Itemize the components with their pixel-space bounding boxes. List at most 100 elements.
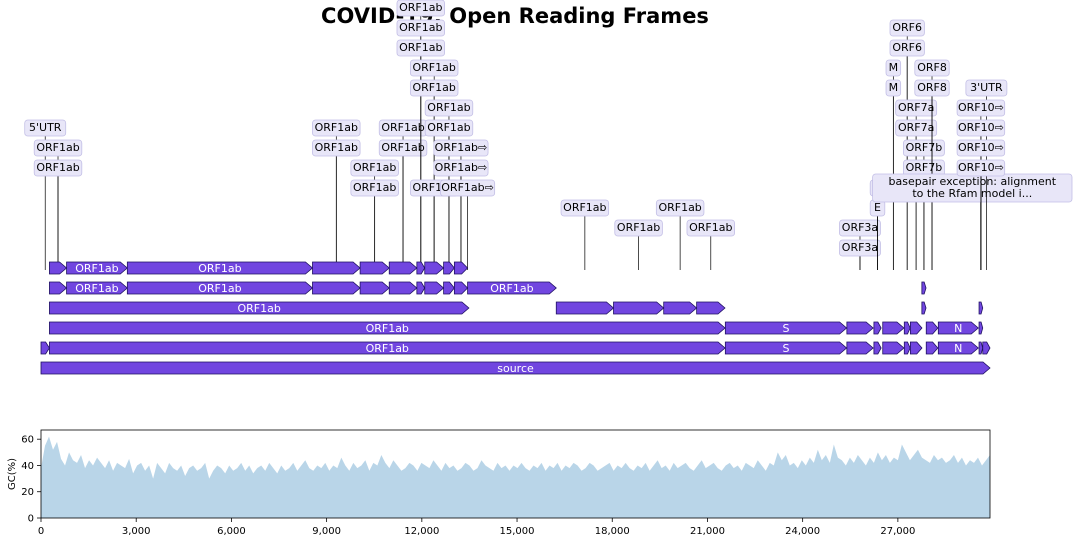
x-tick-label: 3,000 xyxy=(122,526,151,537)
feature-label: ORF1ab xyxy=(198,262,241,275)
feature-annotation: ORF10⇨ xyxy=(956,159,1006,177)
x-tick-label: 15,000 xyxy=(500,526,535,537)
feature-arrow xyxy=(424,281,445,295)
feature-annotation: ORF3a xyxy=(839,239,881,257)
feature-annotation: ORF1ab xyxy=(424,99,474,117)
figure-title: COVID-19: Open Reading Frames xyxy=(321,4,709,28)
feature-annotation: ORF1ab xyxy=(655,199,705,217)
feature-label: ORF1ab xyxy=(237,302,280,315)
feature-arrow xyxy=(126,281,314,295)
feature-annotation: ORF8 xyxy=(914,79,950,97)
annotation-text: ORF1ab xyxy=(381,141,424,154)
feature-label: ORF1ab xyxy=(490,282,533,295)
feature-annotation: ORF10⇨ xyxy=(956,99,1006,117)
feature-arrow xyxy=(40,361,991,375)
annotation-box xyxy=(409,79,459,97)
y-tick-label: 0 xyxy=(28,514,34,525)
annotation-box xyxy=(903,139,945,157)
feature-arrow xyxy=(925,321,939,335)
feature-annotation: ORF1ab xyxy=(350,159,399,177)
feature-arrow xyxy=(416,261,426,275)
annotation-text: ORF1ab xyxy=(427,101,470,114)
x-tick-label: 0 xyxy=(38,526,44,537)
annotation-text: ORF1ab xyxy=(353,181,396,194)
annotation-text: ORF1ab xyxy=(381,121,424,134)
feature-annotation: 5'UTR xyxy=(24,119,67,137)
feature-arrow xyxy=(613,301,665,315)
annotation-box xyxy=(655,199,705,217)
annotation-box xyxy=(889,19,925,37)
feature-arrow xyxy=(126,261,314,275)
feature-arrow xyxy=(312,281,361,295)
x-tick-label: 21,000 xyxy=(690,526,725,537)
feature-annotation: ORF1ab xyxy=(33,139,83,157)
annotation-box xyxy=(965,79,1008,97)
annotation-text: ORF1ab⇨ xyxy=(435,161,488,174)
feature-arrow xyxy=(49,301,470,315)
feature-label: ORF1ab xyxy=(198,282,241,295)
annotation-text: ORF10⇨ xyxy=(958,101,1004,114)
feature-arrow xyxy=(49,281,68,295)
annotation-box xyxy=(433,159,489,177)
feature-label: ORF1ab xyxy=(366,342,409,355)
annotation-text: ORF1ab xyxy=(617,221,660,234)
feature-annotation: ORF1ab xyxy=(396,39,445,57)
annotation-text: ORF8 xyxy=(917,81,947,94)
feature-arrow xyxy=(909,321,923,335)
annotation-box xyxy=(839,239,881,257)
feature-annotation: ORF1ab xyxy=(409,79,459,97)
x-tick-label: 6,000 xyxy=(217,526,246,537)
annotation-box xyxy=(895,119,938,137)
feature-arrow xyxy=(453,261,469,275)
feature-arrow xyxy=(443,281,455,295)
annotation-text: ORF8 xyxy=(917,61,947,74)
feature-annotation: ORF7a xyxy=(895,99,938,117)
feature-arrow xyxy=(66,281,128,295)
feature-arrow xyxy=(416,281,426,295)
annotation-box xyxy=(350,179,399,197)
annotation-box xyxy=(396,19,445,37)
annotation-box xyxy=(956,139,1006,157)
annotation-box xyxy=(424,99,474,117)
feature-arrow xyxy=(978,301,984,315)
annotation-box xyxy=(889,39,925,57)
annotation-text: ORF7a xyxy=(898,101,934,114)
annotation-box xyxy=(956,159,1006,177)
feature-arrow xyxy=(903,321,911,335)
annotation-text: ORF7a xyxy=(898,121,934,134)
feature-arrow xyxy=(555,301,615,315)
annotation-box xyxy=(839,219,881,237)
annotation-box xyxy=(350,159,399,177)
annotation-text: E xyxy=(874,201,881,214)
feature-arrow xyxy=(49,321,726,335)
annotation-box xyxy=(956,99,1006,117)
feature-annotation: ORF1ab xyxy=(378,139,428,157)
annotation-text: ORF1ab xyxy=(399,41,442,54)
feature-label: S xyxy=(782,342,789,355)
feature-annotation: ORF1ab xyxy=(378,119,428,137)
feature-label: ORF1ab xyxy=(366,322,409,335)
x-tick-label: 27,000 xyxy=(880,526,915,537)
feature-annotation: ORF1ab xyxy=(409,59,459,77)
feature-arrow xyxy=(312,261,361,275)
feature-annotation: M xyxy=(885,59,902,77)
feature-annotation: ORF1ab xyxy=(312,119,361,137)
feature-arrow xyxy=(978,321,984,335)
label-layer: 5'UTRORF1abORF1abORF1abORF1abORF1abORF1a… xyxy=(24,0,1073,270)
feature-annotation: ORF1ab xyxy=(350,179,399,197)
feature-arrow xyxy=(66,261,128,275)
feature-label: ORF1ab xyxy=(75,282,118,295)
annotation-box xyxy=(914,59,950,77)
feature-annotation: ORF1ab⇨ xyxy=(440,179,496,197)
feature-arrow xyxy=(724,341,848,355)
annotation-box xyxy=(440,179,496,197)
annotation-box xyxy=(885,79,902,97)
annotation-box xyxy=(396,0,445,17)
annotation-text: ORF1ab xyxy=(563,201,606,214)
gc-y-axis: 0 20 40 60 xyxy=(21,435,41,525)
annotation-box xyxy=(33,139,83,157)
feature-label: N xyxy=(954,322,962,335)
x-tick-label: 12,000 xyxy=(404,526,439,537)
feature-annotation: ORF1ab xyxy=(396,19,445,37)
y-tick-label: 40 xyxy=(21,461,34,472)
